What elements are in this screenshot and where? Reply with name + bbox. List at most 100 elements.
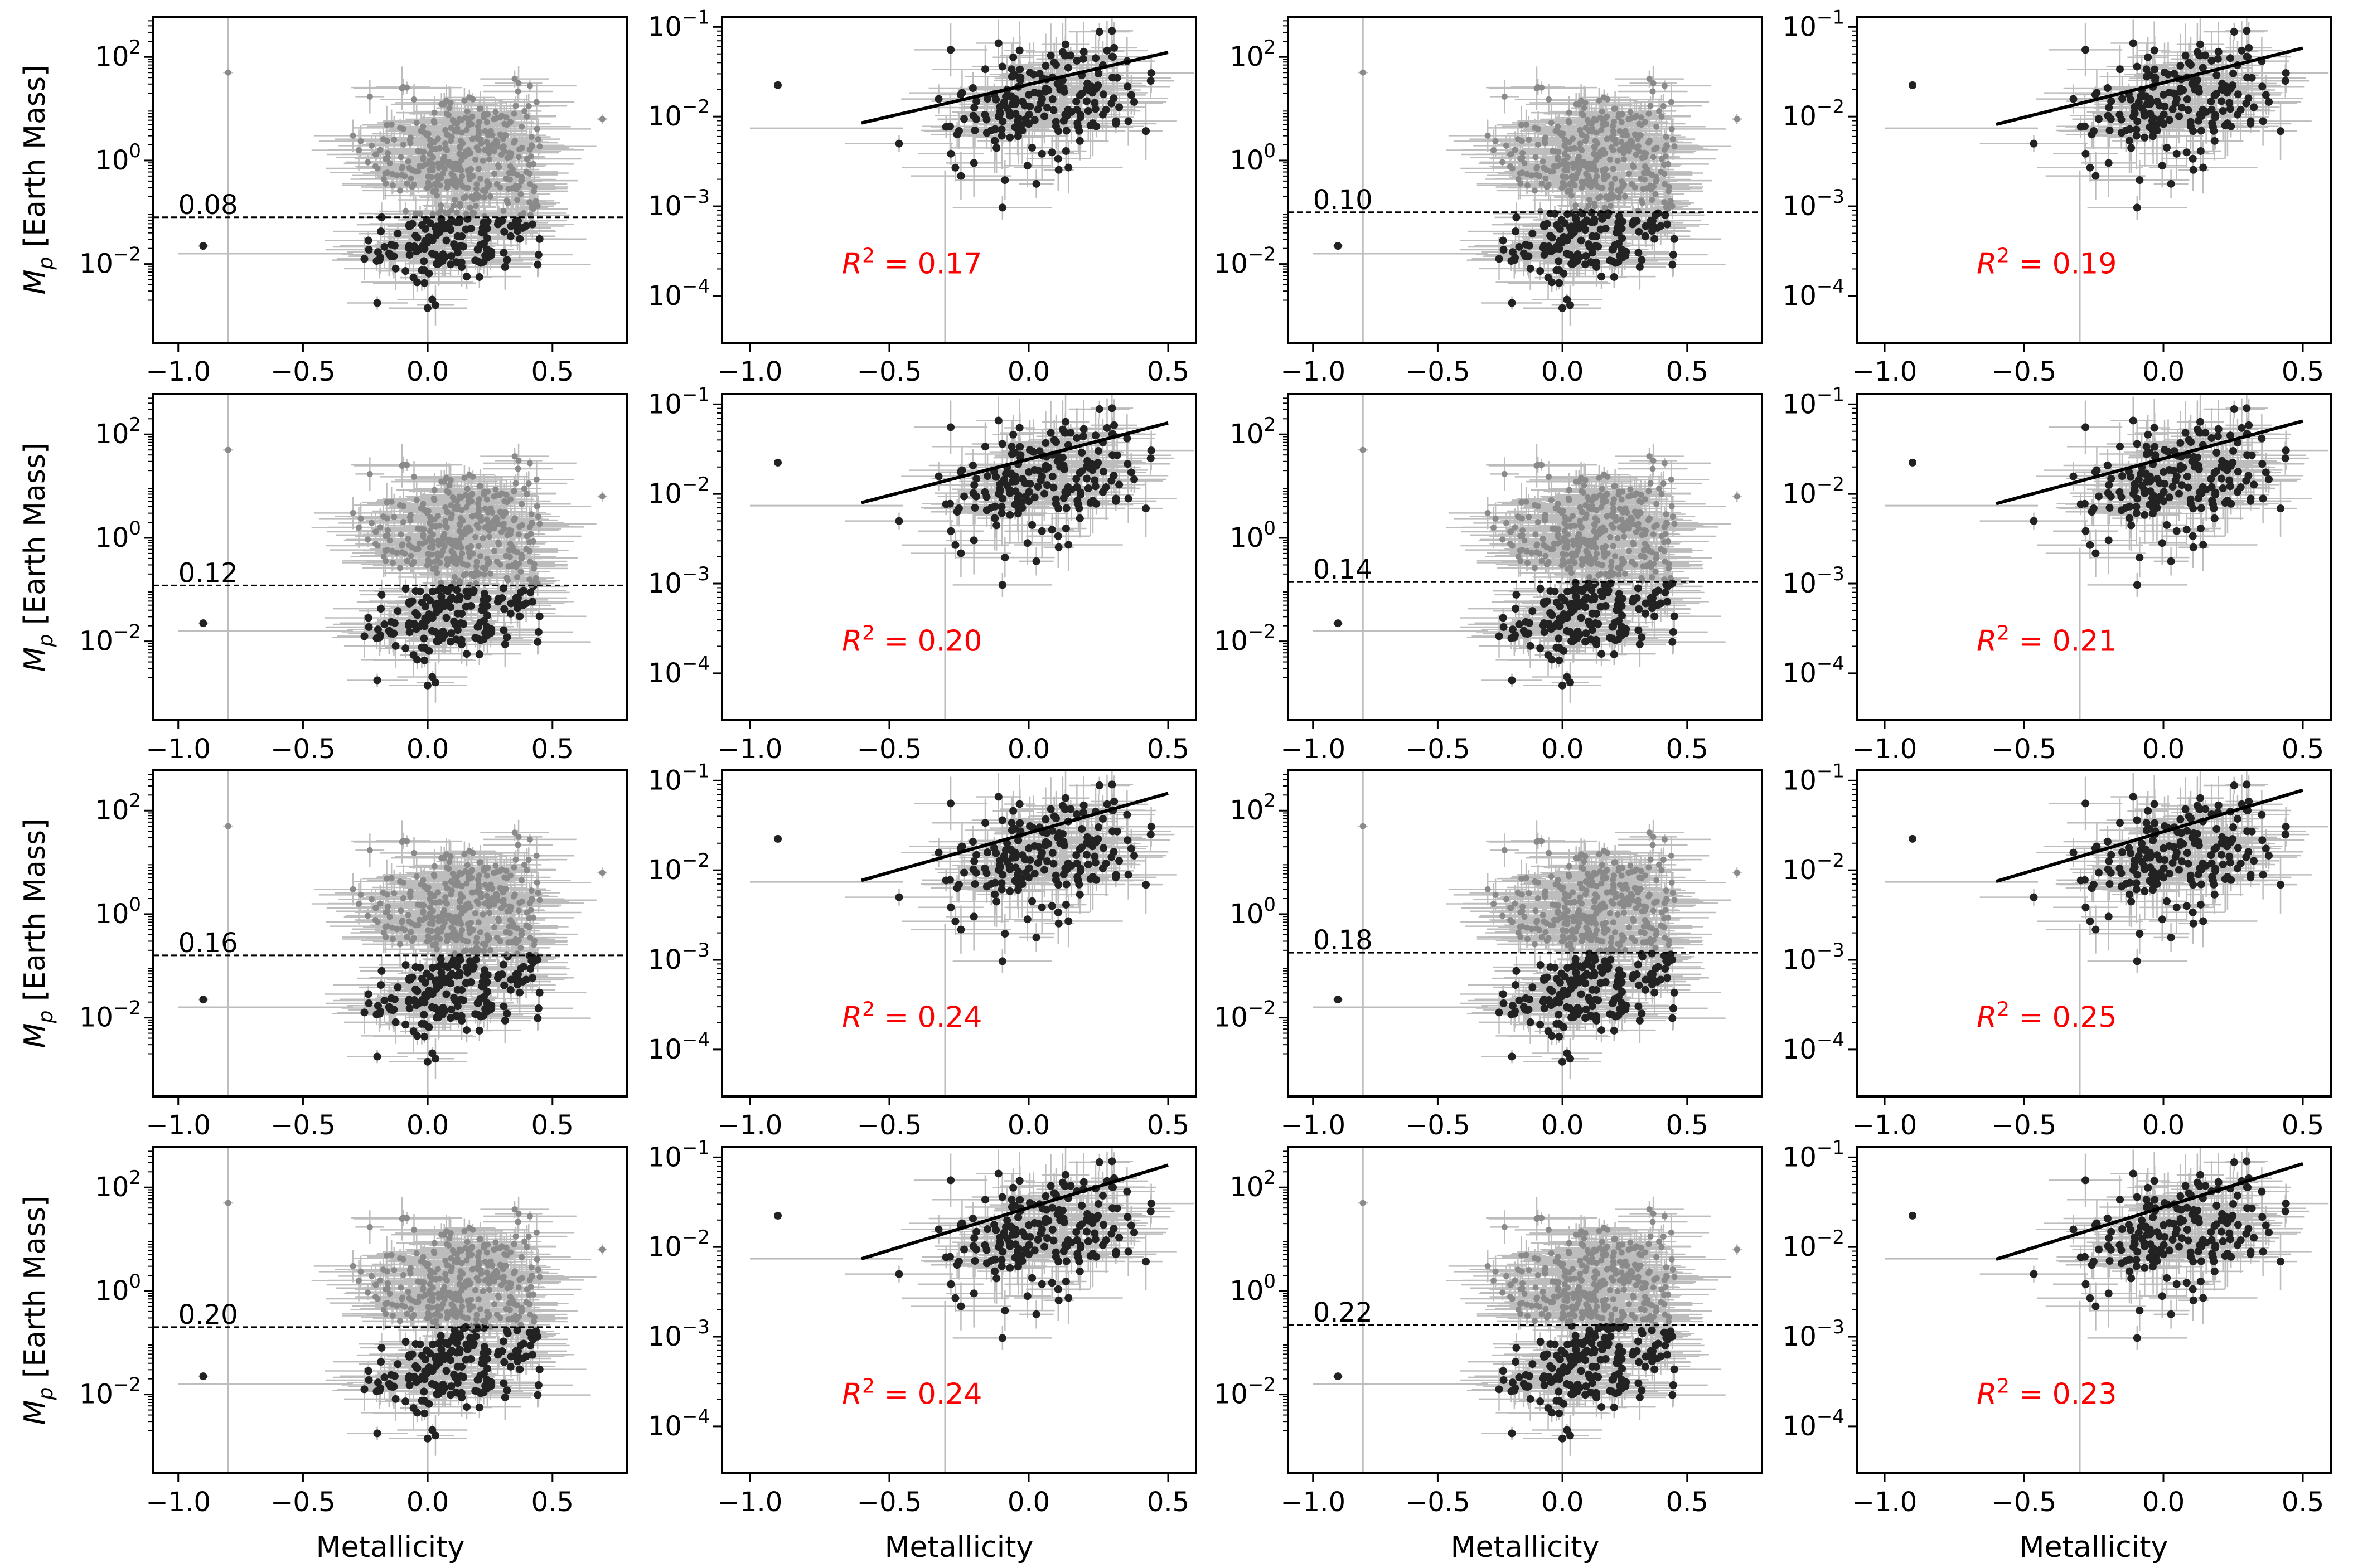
data-point (1533, 85, 1540, 91)
data-point (462, 193, 469, 200)
data-point (2194, 116, 2202, 125)
data-point (1661, 146, 1668, 153)
data-point (380, 176, 387, 182)
data-point (1661, 211, 1669, 219)
data-point (1633, 151, 1639, 158)
data-point (1124, 117, 1132, 125)
data-point (424, 132, 430, 139)
data-point (1601, 170, 1608, 177)
data-point (2081, 149, 2090, 158)
data-point (1542, 243, 1550, 251)
data-point (451, 165, 457, 172)
data-point (389, 171, 395, 177)
data-point (991, 137, 999, 145)
data-point (1094, 81, 1102, 90)
data-point (1092, 54, 1100, 62)
data-point (1075, 127, 1083, 135)
data-point (1577, 236, 1585, 245)
data-point (1578, 110, 1585, 117)
data-point (503, 256, 511, 264)
data-point (1616, 128, 1623, 134)
data-point (442, 236, 451, 245)
data-point (1657, 222, 1665, 230)
data-point (1130, 98, 1139, 106)
data-point (1558, 304, 1566, 312)
data-point (1591, 200, 1597, 207)
data-point (1571, 173, 1577, 180)
data-point (456, 200, 463, 207)
data-point (438, 101, 445, 108)
data-point (1620, 156, 1627, 163)
data-point (516, 235, 524, 243)
data-point (2214, 47, 2223, 56)
data-point (1044, 86, 1053, 94)
data-point (464, 108, 471, 115)
data-point (1048, 95, 1057, 103)
data-point (2179, 86, 2187, 94)
data-point (1521, 160, 1528, 167)
data-point (447, 99, 454, 106)
data-point (388, 121, 395, 128)
data-point (1495, 255, 1503, 263)
data-point (431, 250, 439, 259)
data-point (1566, 301, 1574, 309)
data-point (1523, 121, 1529, 128)
data-point (1650, 80, 1657, 86)
data-point (495, 143, 501, 150)
data-point (1630, 162, 1637, 169)
data-point (1566, 109, 1572, 116)
data-point (391, 264, 400, 273)
data-point (1597, 210, 1605, 218)
data-point (427, 182, 434, 189)
data-point (505, 186, 512, 192)
data-point (1632, 132, 1639, 139)
data-point (415, 148, 422, 154)
data-point (377, 227, 385, 236)
data-point (2186, 122, 2195, 130)
data-point (199, 242, 207, 250)
data-point (1524, 252, 1533, 260)
data-point (2212, 71, 2221, 80)
data-point (1645, 110, 1652, 117)
data-point (457, 258, 466, 266)
data-point (1663, 204, 1669, 211)
data-point (1107, 99, 1116, 108)
data-point (420, 266, 429, 274)
data-point (1499, 159, 1506, 166)
data-point (1649, 88, 1656, 95)
data-point (366, 93, 373, 100)
data-point (1734, 116, 1740, 123)
data-point (1037, 99, 1045, 108)
data-point (1635, 227, 1643, 236)
data-point (1641, 232, 1649, 240)
panel-1-1: 0.08 −1.0 −0.5 0.0 0.5 102 100 10−2 Mp [Earth Ma… (18, 16, 628, 387)
data-point (1581, 159, 1587, 166)
x-tick-label: −0.5 (857, 356, 922, 387)
data-point (504, 154, 511, 161)
data-point (386, 160, 393, 167)
data-point (1001, 176, 1009, 185)
data-point (457, 164, 463, 171)
y-tick-label: 100 (1229, 140, 1276, 176)
data-point (519, 177, 525, 184)
data-point (774, 81, 782, 89)
data-point (1032, 179, 1040, 188)
data-point (441, 166, 448, 172)
data-point (463, 211, 469, 217)
data-point (1618, 234, 1626, 242)
data-point (1663, 134, 1669, 140)
data-point (497, 184, 503, 191)
r2-label: R2 = 0.19 (1977, 245, 2117, 281)
data-point (1647, 223, 1655, 231)
data-point (534, 250, 543, 259)
data-point (1541, 137, 1548, 143)
data-point (416, 163, 423, 169)
data-point (2195, 88, 2203, 96)
data-point (1073, 119, 1082, 128)
data-point (1616, 147, 1623, 153)
data-point (1640, 169, 1647, 176)
data-point (1641, 176, 1648, 183)
y-tick-label: 102 (95, 36, 141, 72)
data-point (535, 235, 544, 243)
data-point (2281, 77, 2289, 85)
